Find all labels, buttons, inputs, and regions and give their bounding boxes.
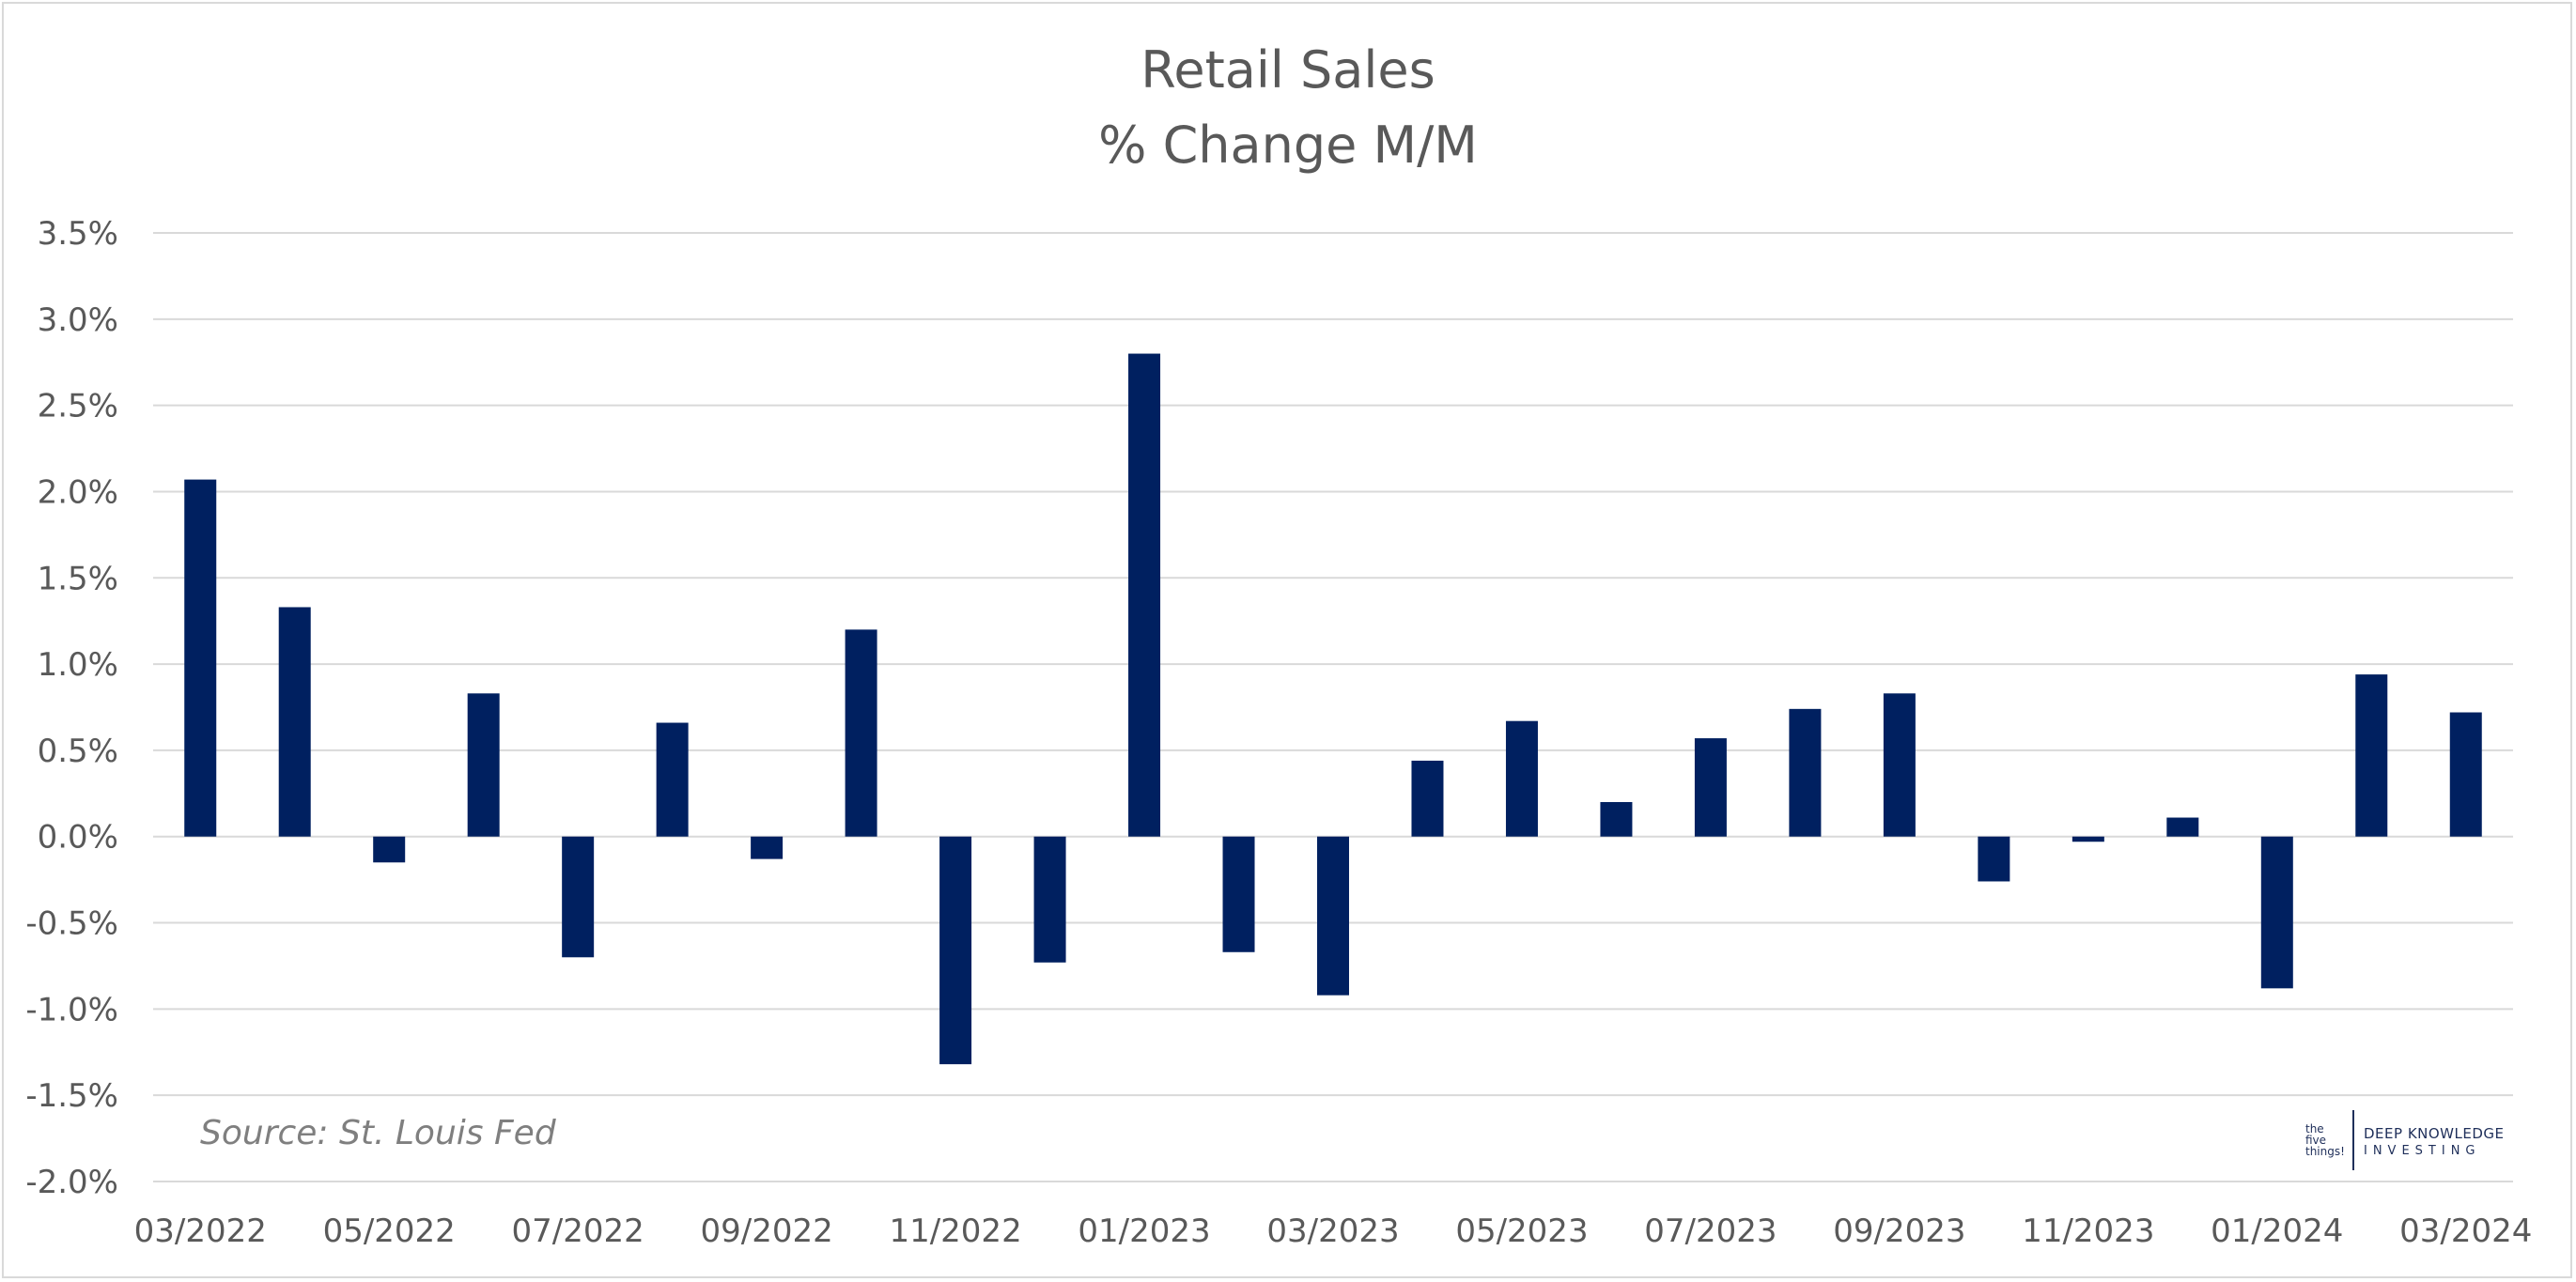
x-tick-label: 07/2023 [1644, 1212, 1777, 1250]
logo-right-line1: DEEP KNOWLEDGE [2364, 1125, 2505, 1142]
y-tick-label: 0.5% [38, 733, 118, 770]
bar [2166, 817, 2199, 837]
y-tick-label: -2.0% [25, 1164, 118, 1201]
y-tick-label: 2.0% [38, 473, 118, 511]
bar [2449, 712, 2482, 837]
bars [184, 353, 2482, 1065]
y-tick-label: 3.0% [38, 301, 118, 339]
x-tick-label: 09/2023 [1833, 1212, 1965, 1250]
bar [845, 629, 877, 837]
bar [1317, 836, 1349, 996]
y-tick-label: -1.0% [25, 991, 118, 1028]
x-tick-label: 07/2022 [512, 1212, 644, 1250]
y-axis-ticks: -2.0% -1.5% -1.0% -0.5% 0.0% 0.5% 1.0% 1.5% 2.0%… [25, 215, 118, 1201]
bar [1411, 760, 1444, 837]
x-tick-label: 05/2023 [1455, 1212, 1588, 1250]
bar [1694, 738, 1727, 837]
x-tick-label: 11/2023 [2022, 1212, 2154, 1250]
bar [656, 722, 689, 837]
bar [373, 836, 406, 863]
y-tick-label: -1.5% [25, 1077, 118, 1115]
bar [184, 479, 217, 837]
x-tick-label: 11/2022 [889, 1212, 1021, 1250]
logo-left-text: the five things! [2305, 1122, 2345, 1158]
chart-subtitle: % Change M/M [1098, 116, 1478, 175]
bar [1600, 802, 1633, 837]
x-tick-label: 05/2022 [323, 1212, 456, 1250]
bar [1128, 353, 1161, 837]
x-tick-label: 09/2022 [700, 1212, 832, 1250]
y-tick-label: -0.5% [25, 905, 118, 943]
source-note: Source: St. Louis Fed [200, 1114, 556, 1152]
bar [1222, 836, 1255, 952]
y-tick-label: 2.5% [38, 388, 118, 425]
bar [1033, 836, 1066, 963]
bar [467, 693, 500, 837]
brand-logo: the five things! DEEP KNOWLEDGE INVESTIN… [2300, 1106, 2516, 1174]
bar [1978, 836, 2010, 882]
logo-right-line2: INVESTING [2364, 1144, 2481, 1158]
bar [939, 836, 972, 1065]
chart-title: Retail Sales [1141, 40, 1435, 100]
bar [1789, 708, 1822, 837]
bar [562, 836, 595, 958]
x-tick-label: 03/2023 [1266, 1212, 1399, 1250]
bar [1505, 720, 1538, 837]
x-tick-label: 01/2023 [1078, 1212, 1210, 1250]
x-tick-label: 03/2024 [2399, 1212, 2532, 1250]
gridlines [153, 232, 2513, 1182]
x-axis-ticks: 03/2022 05/2022 07/2022 09/2022 11/2022 01/20… [134, 1212, 2533, 1250]
x-tick-label: 01/2024 [2211, 1212, 2343, 1250]
bar [2260, 836, 2293, 989]
y-tick-label: 1.0% [38, 646, 118, 684]
y-tick-label: 0.0% [38, 819, 118, 857]
bar [1883, 693, 1916, 837]
bar [2072, 836, 2104, 842]
y-tick-label: 3.5% [38, 215, 118, 253]
bar [751, 836, 784, 859]
bar [2355, 674, 2388, 837]
y-tick-label: 1.5% [38, 560, 118, 597]
x-tick-label: 03/2022 [134, 1212, 267, 1250]
logo-divider [2352, 1110, 2354, 1170]
bar [278, 607, 311, 837]
